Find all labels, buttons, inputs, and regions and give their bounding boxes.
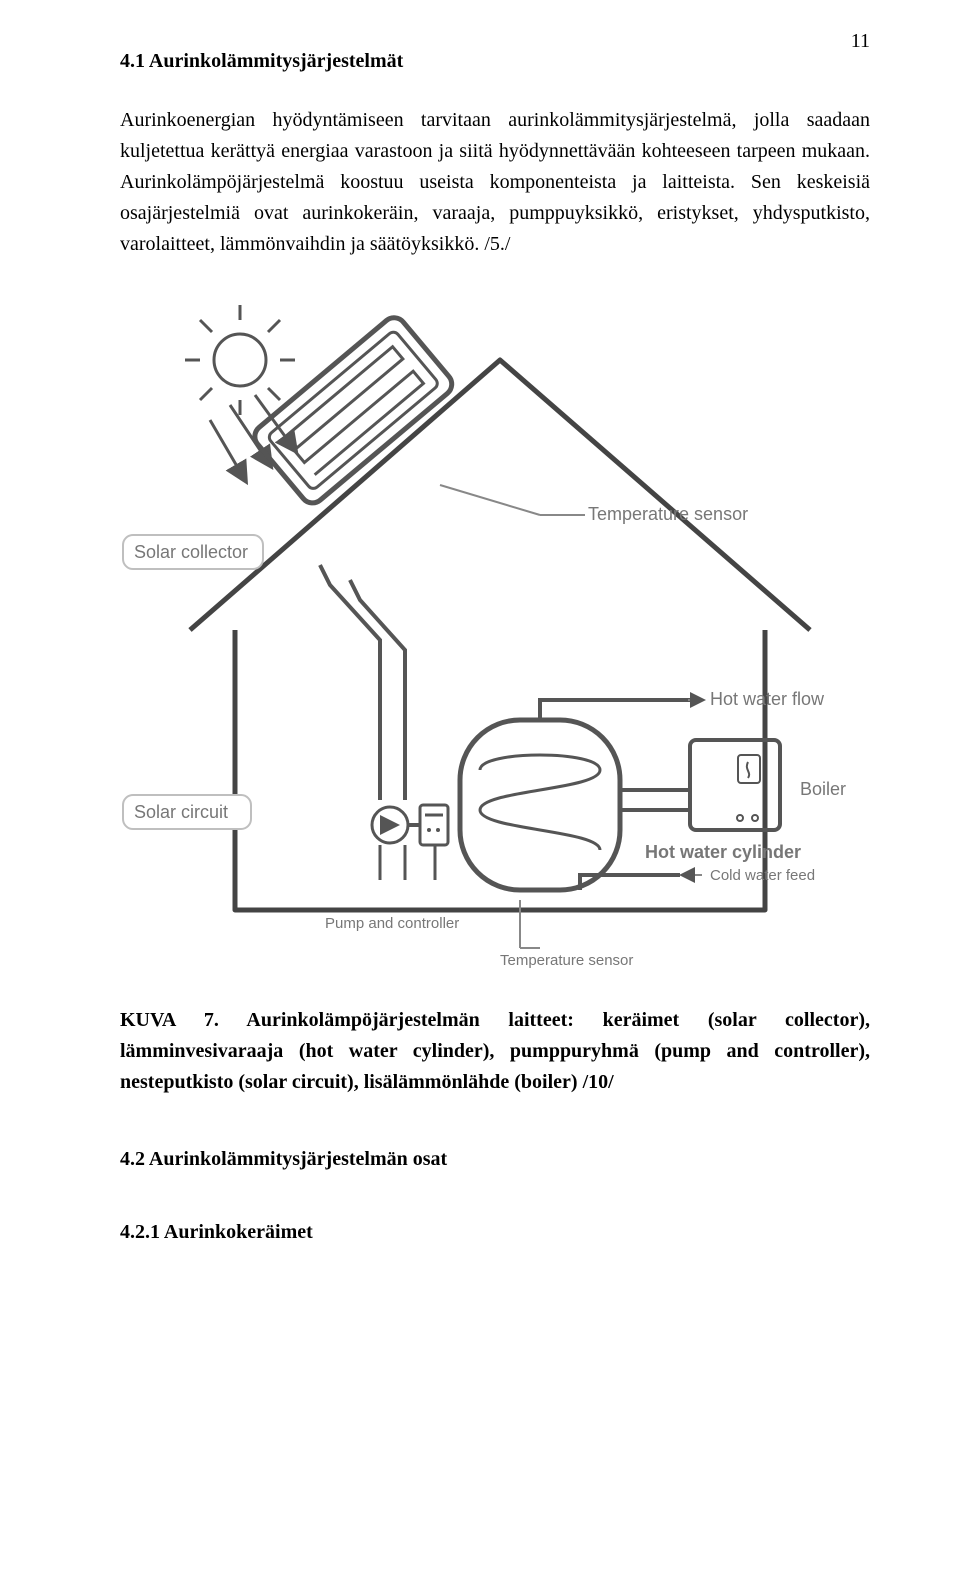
solar-collector bbox=[250, 313, 457, 508]
label-hot-water-cylinder: Hot water cylinder bbox=[645, 842, 801, 862]
page-number: 11 bbox=[851, 30, 870, 53]
house-outline bbox=[190, 360, 810, 910]
label-temperature-sensor-bottom: Temperature sensor bbox=[500, 952, 633, 969]
heading-4-1: 4.1 Aurinkolämmitysjärjestelmät bbox=[120, 50, 870, 73]
label-cold-water-feed: Cold water feed bbox=[710, 867, 815, 884]
label-solar-collector: Solar collector bbox=[134, 542, 248, 562]
pump-pipes bbox=[380, 845, 435, 880]
solar-system-diagram: Temperature sensor Solar collector bbox=[120, 300, 870, 970]
collector-pipes bbox=[320, 565, 405, 800]
hot-water-cylinder bbox=[460, 720, 620, 890]
boiler bbox=[620, 740, 780, 830]
figure-7-caption-text: KUVA 7. Aurinkolämpöjärjestelmän laittee… bbox=[120, 1009, 870, 1093]
figure-7-caption: KUVA 7. Aurinkolämpöjärjestelmän laittee… bbox=[120, 1005, 870, 1098]
pump-controller bbox=[372, 805, 448, 845]
label-solar-circuit: Solar circuit bbox=[134, 802, 228, 822]
paragraph-4-1: Aurinkoenergian hyödyntämiseen tarvitaan… bbox=[120, 105, 870, 260]
page: 11 4.1 Aurinkolämmitysjärjestelmät Aurin… bbox=[0, 0, 960, 1590]
label-boiler: Boiler bbox=[800, 779, 846, 799]
label-hot-water-flow: Hot water flow bbox=[710, 689, 825, 709]
label-pump-controller: Pump and controller bbox=[325, 915, 459, 932]
hot-water-flow-pipe bbox=[540, 700, 690, 720]
temp-sensor-top-pointer bbox=[440, 485, 585, 515]
heading-4-2: 4.2 Aurinkolämmitysjärjestelmän osat bbox=[120, 1148, 870, 1171]
label-temperature-sensor-top: Temperature sensor bbox=[588, 504, 748, 524]
sun-icon bbox=[185, 305, 295, 415]
temp-sensor-bottom-pointer bbox=[520, 900, 540, 948]
heading-4-2-1: 4.2.1 Aurinkokeräimet bbox=[120, 1221, 870, 1244]
figure-7: Temperature sensor Solar collector bbox=[120, 300, 870, 975]
